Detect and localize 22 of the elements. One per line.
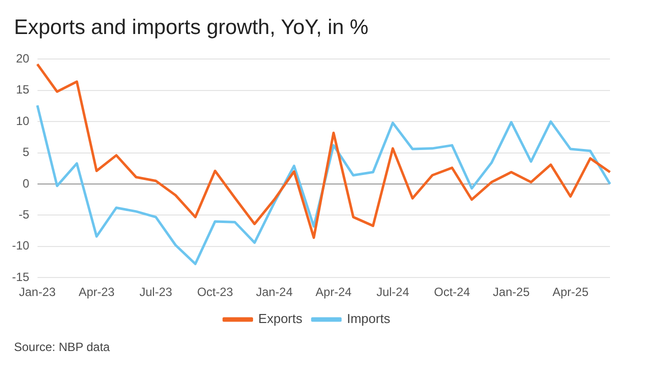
legend-label: Exports [258,311,303,326]
y-tick-label: 0 [22,176,30,190]
x-tick-label: Oct-23 [197,285,234,300]
x-tick-label: Oct-24 [434,285,470,300]
x-tick-label: Jul-24 [376,285,410,300]
x-tick-label: Apr-23 [78,285,115,300]
y-tick-label: 5 [22,145,30,160]
y-tick-label: -15 [12,270,30,284]
y-tick-label: 15 [16,82,30,97]
x-tick-label: Jan-23 [18,285,56,300]
y-tick-label: 20 [16,52,30,66]
x-tick-label: Apr-24 [316,285,352,300]
x-tick-label: Jan-24 [256,285,293,300]
source-note: Source: NBP data [14,340,110,354]
legend-label: Imports [346,311,391,326]
x-tick-label: Jan-25 [492,285,530,300]
x-tick-label: Jul-23 [139,285,172,300]
y-tick-label: 10 [16,114,30,128]
y-tick-label: -5 [18,208,30,222]
chart-title: Exports and imports growth, YoY, in % [14,16,368,40]
y-tick-label: -10 [12,238,30,253]
x-tick-label: Apr-25 [552,285,589,300]
